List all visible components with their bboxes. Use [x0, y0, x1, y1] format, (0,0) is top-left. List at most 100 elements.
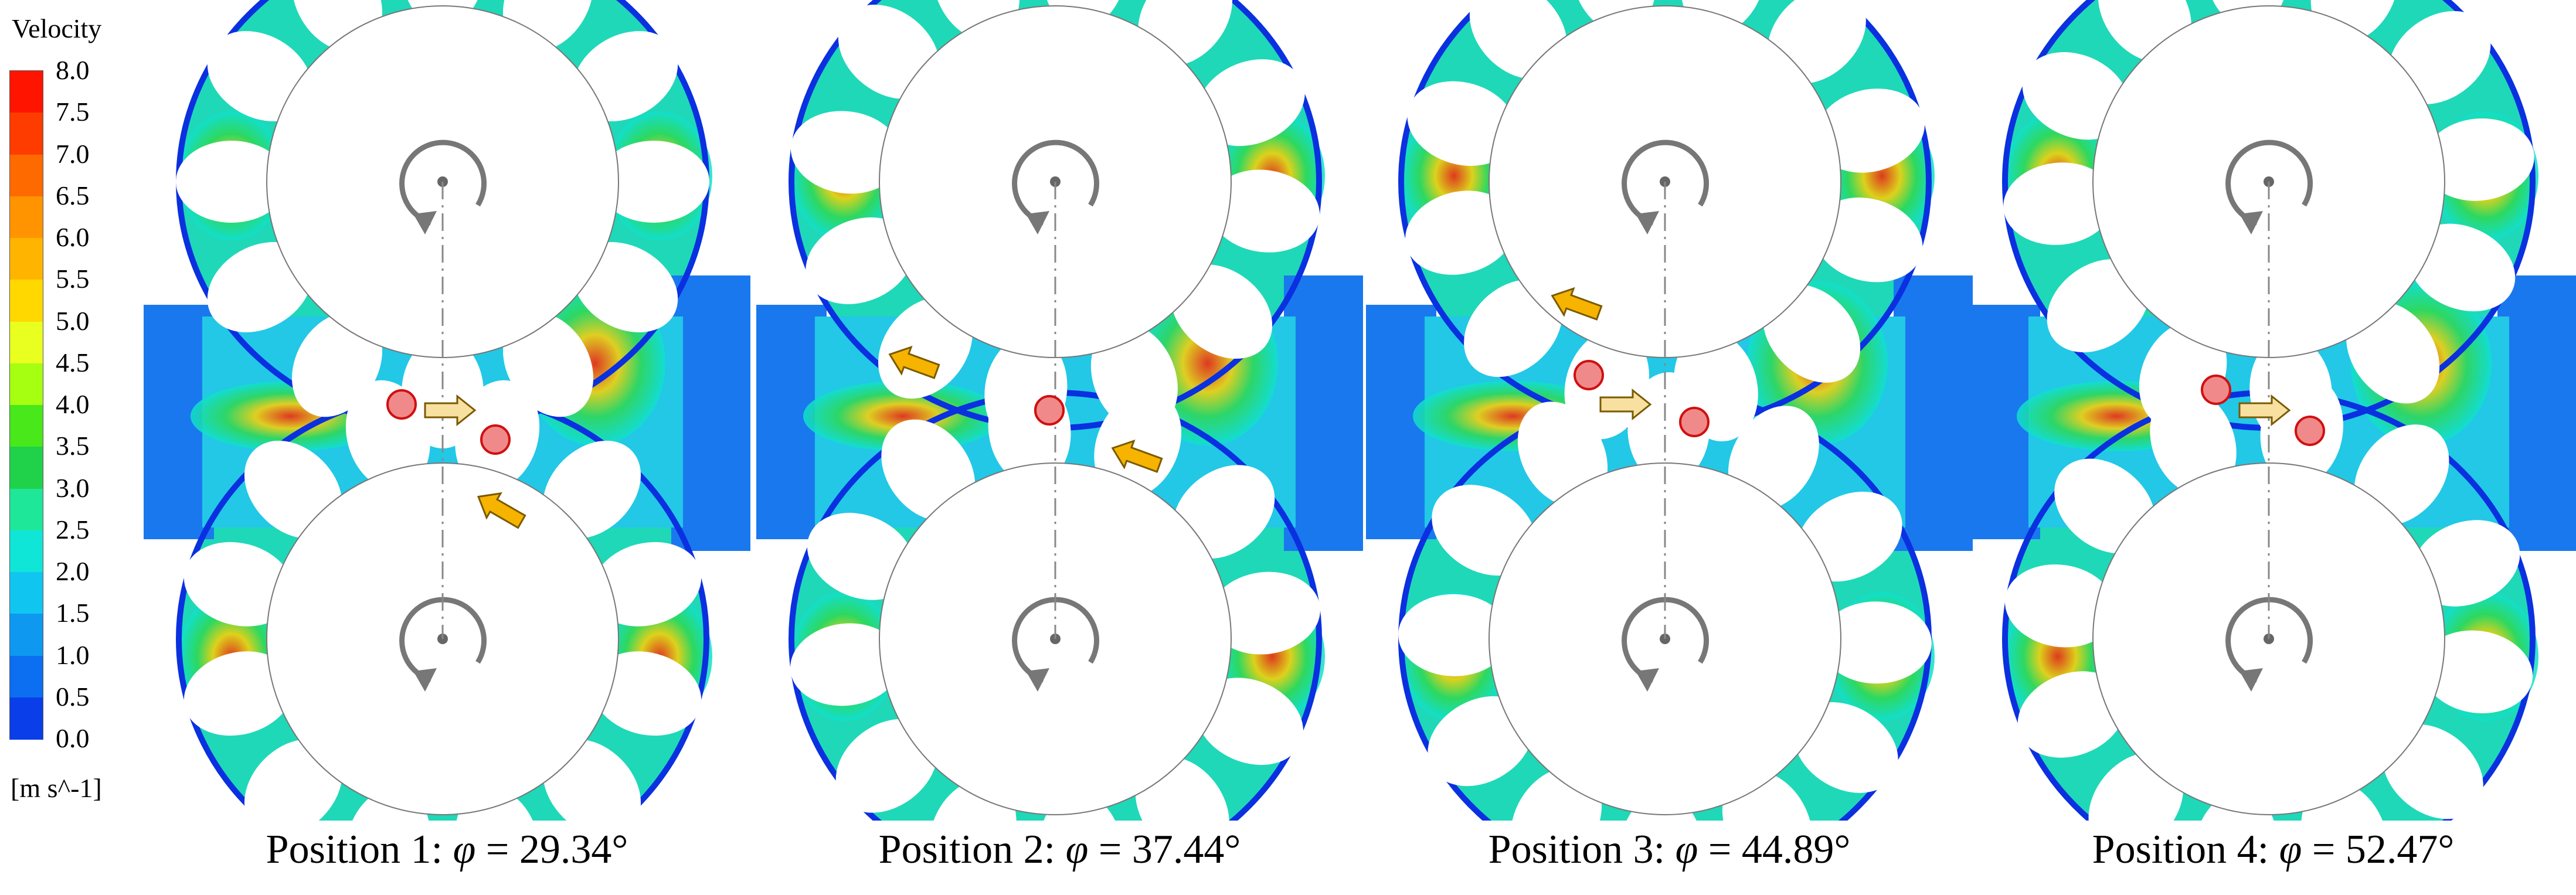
gear-tooth	[345, 788, 430, 821]
rotation-arrow	[2225, 597, 2313, 683]
gear-tooth	[1138, 0, 1232, 66]
gear-tooth	[881, 419, 976, 522]
gear-tooth	[1432, 485, 1537, 576]
legend-title: Velocity	[12, 13, 102, 43]
caption-label: Position 3:	[1488, 827, 1676, 872]
legend-tick-label: 7.0	[56, 138, 90, 169]
gear-tooth	[2017, 671, 2126, 758]
legend-tick-label: 1.0	[56, 639, 90, 670]
gear-tooth	[806, 217, 914, 304]
caption-position-4: Position 4: φ = 52.47°	[1970, 826, 2576, 873]
legend-color-bar	[9, 70, 43, 740]
flow-arrow-shape	[888, 345, 940, 379]
gear-tooth	[543, 739, 641, 821]
contact-point-marker	[1574, 360, 1604, 390]
phi-symbol: φ	[2279, 827, 2302, 872]
gear-tooth	[1813, 197, 1923, 283]
gear-tooth	[1197, 59, 1305, 147]
panel-position-4: Position 4: φ = 52.47°	[1970, 0, 2576, 895]
gear-tooth	[2150, 387, 2237, 496]
legend-tick-label: 8.0	[56, 55, 90, 85]
gear-tooth	[1428, 696, 1533, 787]
caption-position-3: Position 3: φ = 44.89°	[1366, 826, 1973, 873]
flow-field-1	[144, 0, 750, 821]
gear-tooth	[2003, 162, 2115, 245]
flow-arrow-shape	[424, 394, 477, 427]
rotation-arrow	[1622, 597, 1709, 683]
legend-tick-label: 2.5	[56, 514, 90, 545]
gear-tooth	[183, 542, 294, 627]
gear-tooth	[1171, 264, 1273, 359]
legend-tick-label: 6.0	[56, 222, 90, 252]
legend-tick-label: 3.0	[56, 472, 90, 503]
legend-tick-label: 5.5	[56, 264, 90, 294]
contact-point-marker	[480, 424, 511, 455]
rotation-arrow	[2225, 139, 2313, 226]
legend-tick-label: 4.0	[56, 389, 90, 419]
rotation-arrow	[399, 139, 487, 226]
caption-label: Position 4:	[2092, 827, 2279, 872]
rotation-arrowhead	[1636, 668, 1659, 692]
gear-tooth	[1464, 280, 1562, 377]
flow-field-4	[1970, 0, 2576, 821]
flow-arrow-shape	[477, 492, 526, 529]
gear-tooth	[244, 440, 342, 539]
gear-tooth	[2423, 118, 2534, 201]
gear-tooth	[592, 542, 702, 627]
phi-symbol: φ	[453, 827, 476, 872]
legend-swatch	[10, 321, 43, 364]
gear-tooth	[2098, 0, 2191, 62]
gear-tooth	[183, 651, 294, 736]
legend-tick-label: 5.0	[56, 305, 90, 336]
legend-tick-label: 0.0	[56, 723, 90, 753]
gear-tooth	[1820, 601, 1932, 684]
phi-symbol: φ	[1065, 827, 1089, 872]
gear-tooth	[598, 141, 709, 223]
gear-tooth	[2054, 458, 2156, 554]
flow-arrow	[888, 345, 940, 379]
gear-tooth	[2354, 424, 2449, 526]
gear-tooth	[573, 30, 678, 122]
legend-swatch	[10, 71, 43, 114]
flow-arrow	[477, 492, 526, 529]
gear-tooth	[1511, 767, 1602, 821]
legend-tick-label: 3.5	[56, 431, 90, 461]
contact-point-marker	[1679, 407, 1710, 437]
outlet-port	[671, 275, 750, 551]
contact-point-marker	[1034, 395, 1065, 426]
outlet-port	[2497, 275, 2576, 551]
legend-tick-label: 4.5	[56, 347, 90, 377]
flow-arrow	[1111, 439, 1163, 473]
flow-arrow-shape	[1599, 388, 1652, 421]
gear-tooth	[1405, 190, 1515, 275]
flow-arrow	[1599, 388, 1652, 421]
gear-tooth	[1398, 594, 1510, 676]
rotation-arrow	[1012, 597, 1099, 683]
legend-swatch	[10, 113, 43, 155]
gear-tooth	[1195, 678, 1304, 765]
gear-tooth	[2022, 52, 2130, 140]
flow-arrow	[1551, 287, 1603, 321]
outlet-port	[1284, 275, 1363, 551]
flow-arrow-shape	[1551, 287, 1603, 321]
flow-field-2	[756, 0, 1363, 821]
flow-arrow-shape	[1111, 439, 1163, 473]
legend-swatch	[10, 447, 43, 489]
legend-tick-label: 6.5	[56, 180, 90, 210]
contact-point-marker	[2201, 375, 2231, 405]
contact-point-marker	[2295, 416, 2325, 446]
legend-swatch	[10, 488, 43, 531]
caption-label: Position 2:	[878, 827, 1066, 872]
gear-tooth	[1209, 571, 1320, 655]
rotation-arrowhead	[1636, 211, 1659, 234]
legend-swatch	[10, 405, 43, 448]
legend-swatch	[10, 697, 43, 740]
gear-tooth	[592, 651, 702, 736]
gear-tooth	[207, 30, 312, 122]
legend-swatch	[10, 280, 43, 322]
gear-tooth	[291, 0, 383, 52]
gear-tooth	[1768, 0, 1866, 84]
gear-tooth	[2004, 564, 2116, 648]
outlet-port	[1894, 275, 1973, 551]
legend-unit: [m s^-1]	[11, 773, 102, 803]
